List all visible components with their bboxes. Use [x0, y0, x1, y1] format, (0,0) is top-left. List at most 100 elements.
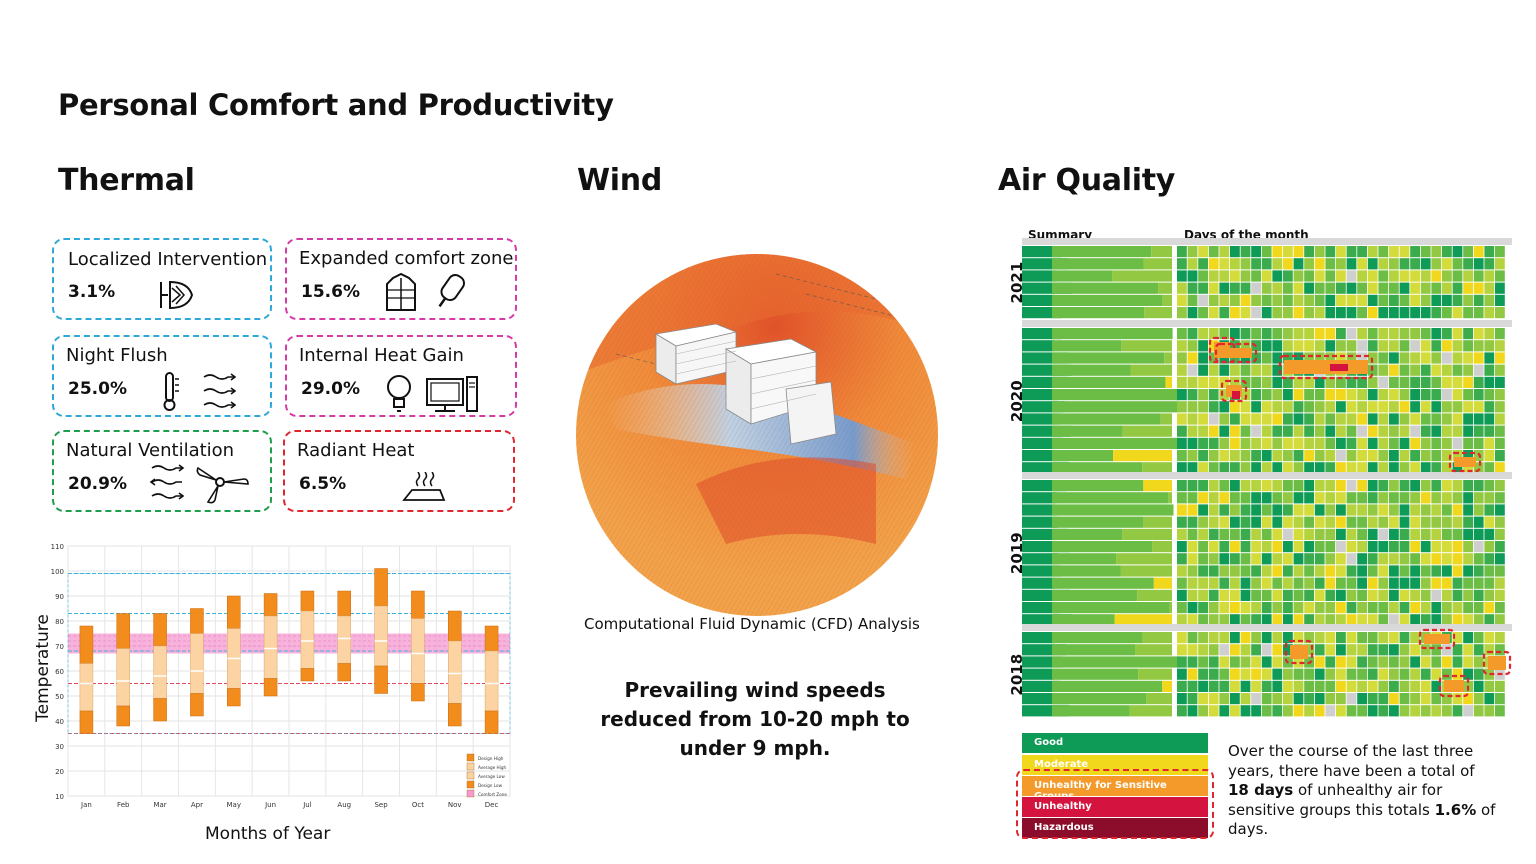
- day-cell: [1495, 528, 1505, 540]
- day-cell: [1410, 644, 1420, 656]
- day-cell: [1410, 668, 1420, 680]
- day-cell: [1346, 492, 1357, 504]
- y-tick-label: 70: [55, 643, 64, 651]
- day-cell: [1410, 307, 1420, 319]
- summary-moderate-good: [1052, 425, 1123, 437]
- day-cell: [1420, 328, 1431, 340]
- bar-design-low: [79, 710, 94, 734]
- day-cell: [1219, 528, 1230, 540]
- day-cell: [1410, 340, 1420, 352]
- bar-average: [116, 648, 130, 707]
- day-cell: [1389, 258, 1399, 270]
- card-label: Radiant Heat: [297, 440, 415, 461]
- card-internal-heat-gain: Internal Heat Gain 29.0%: [285, 335, 517, 417]
- day-cell: [1325, 270, 1336, 282]
- day-cell: [1198, 705, 1208, 717]
- day-cell: [1442, 352, 1452, 364]
- summary-rest: [1144, 307, 1172, 319]
- day-cell: [1293, 282, 1304, 294]
- day-cell: [1420, 437, 1431, 449]
- unhealthy-highlight-box: [1448, 451, 1482, 473]
- day-cell: [1283, 401, 1293, 413]
- summary-rest: [1143, 480, 1172, 492]
- day-cell: [1336, 294, 1346, 306]
- day-cell: [1389, 401, 1399, 413]
- day-cell: [1240, 328, 1251, 340]
- day-cell: [1399, 528, 1410, 540]
- day-cell: [1208, 389, 1219, 401]
- day-cell: [1325, 589, 1336, 601]
- day-cell: [1473, 656, 1484, 668]
- day-cell: [1314, 565, 1325, 577]
- day-cell: [1378, 462, 1389, 474]
- day-cell: [1230, 602, 1240, 614]
- day-cell: [1399, 516, 1410, 528]
- day-cell: [1473, 425, 1484, 437]
- day-cell: [1272, 340, 1283, 352]
- day-cell: [1452, 307, 1463, 319]
- day-cell: [1198, 389, 1208, 401]
- summary-good: [1022, 693, 1070, 705]
- day-cell: [1240, 307, 1251, 319]
- day-cell: [1219, 450, 1230, 462]
- day-cell: [1389, 553, 1399, 565]
- day-cell: [1431, 668, 1442, 680]
- day-cell: [1293, 693, 1304, 705]
- day-cell: [1420, 656, 1431, 668]
- day-cell: [1177, 589, 1187, 601]
- day-cell: [1177, 294, 1187, 306]
- day-cell: [1495, 389, 1505, 401]
- day-cell: [1389, 614, 1399, 626]
- day-cell: [1304, 553, 1314, 565]
- summary-good: [1022, 656, 1063, 668]
- day-cell: [1187, 528, 1198, 540]
- day-cell: [1336, 258, 1346, 270]
- day-cell: [1208, 656, 1219, 668]
- day-cell: [1261, 644, 1272, 656]
- summary-rest: [1143, 516, 1172, 528]
- day-cell: [1272, 553, 1283, 565]
- day-cell: [1410, 401, 1420, 413]
- card-label: Localized Intervention: [68, 249, 268, 270]
- day-cell: [1272, 644, 1283, 656]
- bulb-computer-icon: [387, 375, 478, 412]
- day-cell: [1198, 614, 1208, 626]
- day-cell: [1272, 602, 1283, 614]
- day-cell: [1495, 589, 1505, 601]
- unhealthy-cell: [1488, 656, 1506, 670]
- day-cell: [1399, 693, 1410, 705]
- day-cell: [1177, 376, 1187, 388]
- unhealthy-highlight-box: [1418, 628, 1456, 650]
- day-cell: [1399, 644, 1410, 656]
- day-cell: [1208, 528, 1219, 540]
- day-cell: [1346, 528, 1357, 540]
- day-cell: [1240, 246, 1251, 258]
- cfd-caption: Computational Fluid Dynamic (CFD) Analys…: [584, 615, 920, 633]
- day-cell: [1484, 340, 1495, 352]
- day-cell: [1420, 282, 1431, 294]
- day-cell: [1293, 246, 1304, 258]
- day-cell: [1219, 644, 1230, 656]
- summary-moderate-good: [1052, 541, 1153, 553]
- day-cell: [1198, 437, 1208, 449]
- day-cell: [1251, 614, 1261, 626]
- day-cell: [1198, 340, 1208, 352]
- day-cell: [1367, 389, 1378, 401]
- day-cell: [1261, 340, 1272, 352]
- day-cell: [1325, 462, 1336, 474]
- day-cell: [1314, 328, 1325, 340]
- day-cell: [1410, 294, 1420, 306]
- day-cell: [1272, 565, 1283, 577]
- day-cell: [1198, 401, 1208, 413]
- day-cell: [1346, 328, 1357, 340]
- stmt-e: of days.: [1228, 800, 1496, 839]
- summary-rest: [1142, 462, 1172, 474]
- wind-fan-icon: [149, 464, 249, 504]
- day-cell: [1198, 294, 1208, 306]
- day-cell: [1293, 450, 1304, 462]
- day-cell: [1230, 680, 1240, 692]
- x-axis-label: Months of Year: [205, 824, 331, 844]
- day-cell: [1420, 644, 1431, 656]
- day-cell: [1399, 364, 1410, 376]
- summary-good: [1022, 528, 1068, 540]
